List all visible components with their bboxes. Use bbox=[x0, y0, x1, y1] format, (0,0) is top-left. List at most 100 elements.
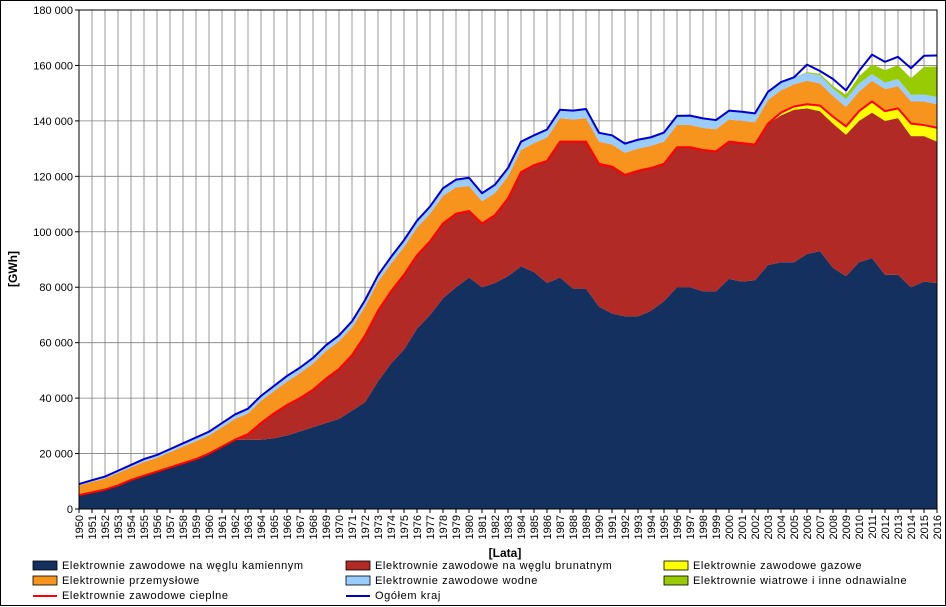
x-tick-label: 1970 bbox=[334, 515, 346, 539]
legend-swatch bbox=[345, 560, 371, 571]
legend-item: Ogółem kraj bbox=[346, 590, 441, 602]
legend-swatch bbox=[32, 575, 58, 586]
x-tick-label: 2008 bbox=[828, 515, 840, 539]
y-tick-label: 160 000 bbox=[33, 60, 73, 72]
x-tick-label: 1955 bbox=[139, 515, 151, 539]
x-tick-label: 1962 bbox=[230, 515, 242, 539]
legend-swatch bbox=[345, 575, 371, 586]
x-tick-label: 1995 bbox=[659, 515, 671, 539]
x-tick-label: 2003 bbox=[763, 515, 775, 539]
area-elektrownie-zawodowe-na-węglu-brunatnym bbox=[79, 108, 937, 496]
x-tick-label: 1991 bbox=[607, 515, 619, 539]
x-tick-label: 1964 bbox=[256, 515, 268, 539]
y-tick-label: 20 000 bbox=[39, 449, 73, 461]
x-tick-label: 1998 bbox=[698, 515, 710, 539]
x-tick-label: 2001 bbox=[737, 515, 749, 539]
x-tick-label: 1979 bbox=[451, 515, 463, 539]
y-tick-label: 100 000 bbox=[33, 227, 73, 239]
x-tick-label: 1951 bbox=[87, 515, 99, 539]
x-tick-label: 1985 bbox=[529, 515, 541, 539]
x-tick-label: 1996 bbox=[672, 515, 684, 539]
x-tick-label: 1972 bbox=[360, 515, 372, 539]
legend-swatch bbox=[32, 560, 58, 571]
legend-item: Elektrownie zawodowe na węglu kamiennym bbox=[32, 560, 304, 572]
x-tick-label: 1975 bbox=[399, 515, 411, 539]
x-tick-label: 2016 bbox=[932, 515, 944, 539]
x-tick-label: 1969 bbox=[321, 515, 333, 539]
x-tick-label: 1980 bbox=[464, 515, 476, 539]
legend-swatch bbox=[663, 575, 689, 586]
y-tick-label: 40 000 bbox=[39, 393, 73, 405]
y-tick-label: 60 000 bbox=[39, 338, 73, 350]
x-tick-label: 1981 bbox=[477, 515, 489, 539]
x-tick-label: 1988 bbox=[568, 515, 580, 539]
x-tick-label: 2012 bbox=[880, 515, 892, 539]
x-tick-label: 2014 bbox=[906, 515, 918, 539]
x-tick-label: 1959 bbox=[191, 515, 203, 539]
stacked-areas bbox=[79, 64, 937, 509]
x-tick-label: 1960 bbox=[204, 515, 216, 539]
x-tick-label: 1994 bbox=[646, 515, 658, 539]
legend-label: Elektrownie wiatrowe i inne odnawialne bbox=[693, 575, 907, 587]
y-axis-title: [GWh] bbox=[6, 251, 20, 287]
x-tick-label: 1957 bbox=[165, 515, 177, 539]
x-tick-label: 1966 bbox=[282, 515, 294, 539]
x-tick-label: 1956 bbox=[152, 515, 164, 539]
x-tick-label: 1992 bbox=[620, 515, 632, 539]
x-tick-label: 1987 bbox=[555, 515, 567, 539]
x-tick-label: 1982 bbox=[490, 515, 502, 539]
x-tick-label: 2015 bbox=[919, 515, 931, 539]
x-tick-label: 2004 bbox=[776, 515, 788, 539]
legend-item: Elektrownie zawodowe na węglu brunatnym bbox=[345, 560, 612, 572]
x-tick-label: 2000 bbox=[724, 515, 736, 539]
x-axis-title: [Lata] bbox=[489, 546, 522, 560]
y-tick-label: 180 000 bbox=[33, 5, 73, 17]
legend-item: Elektrownie zawodowe cieplne bbox=[33, 590, 229, 602]
x-tick-label: 2013 bbox=[893, 515, 905, 539]
x-tick-labels: 1950 1951 1952 1953 1954 1955 1956 1957 1958 1959… bbox=[74, 515, 944, 539]
x-tick-label: 1983 bbox=[503, 515, 515, 539]
y-tick-label: 120 000 bbox=[33, 171, 73, 183]
x-tick-label: 1953 bbox=[113, 515, 125, 539]
y-tick-label: 140 000 bbox=[33, 116, 73, 128]
x-tick-label: 1974 bbox=[386, 515, 398, 539]
series-lines bbox=[78, 53, 938, 497]
x-tick-label: 2002 bbox=[750, 515, 762, 539]
x-tick-label: 1999 bbox=[711, 515, 723, 539]
x-tick-label: 1971 bbox=[347, 515, 359, 539]
x-tick-label: 1968 bbox=[308, 515, 320, 539]
x-tick-label: 2005 bbox=[789, 515, 801, 539]
axes bbox=[75, 9, 938, 513]
x-tick-label: 1990 bbox=[594, 515, 606, 539]
legend-swatch bbox=[663, 560, 689, 571]
x-tick-label: 1967 bbox=[295, 515, 307, 539]
line-ogółem-kraj bbox=[78, 53, 938, 486]
x-tick-label: 1986 bbox=[542, 515, 554, 539]
x-tick-label: 1950 bbox=[74, 515, 86, 539]
x-tick-label: 2007 bbox=[815, 515, 827, 539]
legend-label: Elektrownie zawodowe na węglu brunatnym bbox=[375, 560, 612, 572]
legend-label: Elektrownie zawodowe wodne bbox=[375, 575, 538, 587]
legend-label: Elektrownie zawodowe gazowe bbox=[693, 560, 862, 572]
legend-label: Elektrownie zawodowe na węglu kamiennym bbox=[62, 560, 304, 572]
x-tick-label: 1978 bbox=[438, 515, 450, 539]
legend-item: Elektrownie wiatrowe i inne odnawialne bbox=[663, 575, 907, 587]
x-tick-label: 1973 bbox=[373, 515, 385, 539]
legend-label: Elektrownie zawodowe cieplne bbox=[62, 590, 229, 602]
legend-label: Ogółem kraj bbox=[375, 590, 441, 602]
y-tick-label: 80 000 bbox=[39, 282, 73, 294]
x-tick-label: 1997 bbox=[685, 515, 697, 539]
line-elektrownie-zawodowe-cieplne bbox=[78, 100, 938, 497]
x-tick-label: 1963 bbox=[243, 515, 255, 539]
x-tick-label: 1976 bbox=[412, 515, 424, 539]
x-tick-label: 1952 bbox=[100, 515, 112, 539]
x-tick-label: 2009 bbox=[841, 515, 853, 539]
x-tick-label: 1965 bbox=[269, 515, 281, 539]
x-tick-label: 1989 bbox=[581, 515, 593, 539]
x-tick-label: 2010 bbox=[854, 515, 866, 539]
legend-label: Elektrownie przemysłowe bbox=[62, 575, 200, 587]
legend-item: Elektrownie zawodowe gazowe bbox=[663, 560, 862, 572]
x-tick-label: 1984 bbox=[516, 515, 528, 539]
